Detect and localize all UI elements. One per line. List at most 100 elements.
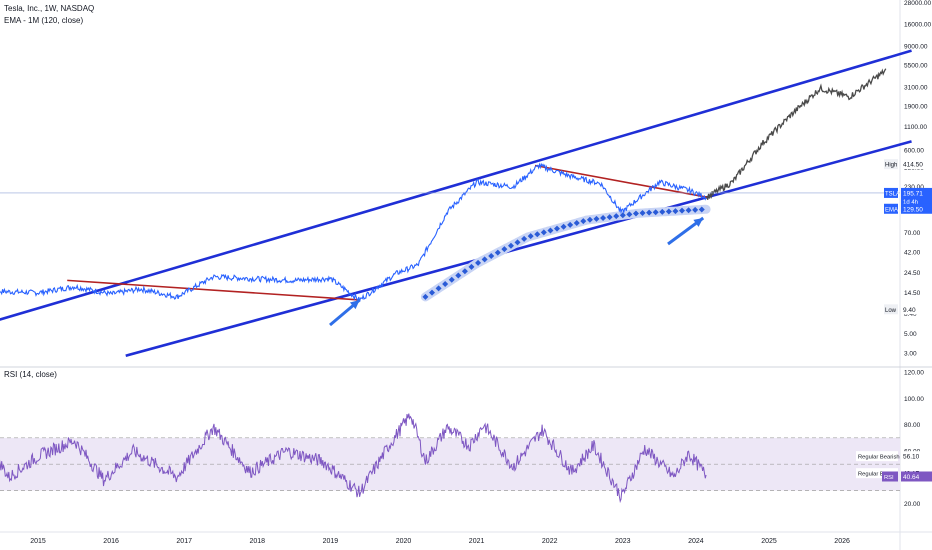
ema-marker xyxy=(507,242,514,249)
ema-marker xyxy=(429,289,436,296)
ema-marker xyxy=(573,219,580,226)
price-tick-16: 5.00 xyxy=(904,331,917,338)
ema-marker xyxy=(554,225,561,232)
price-tick-14: 14.50 xyxy=(904,290,921,297)
ema-marker xyxy=(501,246,508,253)
label-bg-low xyxy=(901,304,932,315)
ema-marker xyxy=(665,208,672,215)
price-tick-9: 230.00 xyxy=(904,184,924,191)
label-value-ema: 129.50 xyxy=(903,206,923,213)
ema-marker xyxy=(639,210,646,217)
rsi-tag-bg-regular-bearish xyxy=(856,451,898,462)
label-value-low: 9.40 xyxy=(903,307,916,314)
time-tick-2018: 2018 xyxy=(250,538,266,545)
rsi-tag-bg-regular-bullish xyxy=(856,468,898,479)
label-value-tsla: 195.71 xyxy=(903,190,923,197)
rsi-value-bg-regular-bearish xyxy=(901,451,932,462)
resistance-trendline-1 xyxy=(67,279,360,301)
ema-marker xyxy=(646,209,653,216)
label-tag-ema: EMA xyxy=(885,207,898,213)
label-tag-bg-low xyxy=(884,304,898,315)
ema-marker xyxy=(600,214,607,221)
price-tick-3: 5500.00 xyxy=(904,63,928,70)
label-sub-tsla: 1d 4h xyxy=(903,200,918,206)
rsi-value-rsi: 40.64 xyxy=(903,474,920,481)
rsi-tag-regular-bearish: Regular Bearish xyxy=(858,455,900,461)
ema-marker xyxy=(672,208,679,215)
ema-marker xyxy=(475,259,482,266)
ema-marker xyxy=(534,231,541,238)
ema-marker xyxy=(606,214,613,221)
ema-marker xyxy=(422,293,429,300)
price-tick-0: 28000.00 xyxy=(904,0,931,7)
ema-marker xyxy=(540,229,547,236)
ema-marker xyxy=(626,211,633,218)
time-tick-2016: 2016 xyxy=(103,538,119,545)
rsi-tick-2: 80.00 xyxy=(904,422,921,429)
time-tick-2020: 2020 xyxy=(396,538,412,545)
ema-marker xyxy=(613,213,620,220)
time-tick-2024: 2024 xyxy=(688,538,704,545)
rsi-value-bg-rsi xyxy=(901,471,932,482)
ema-marker xyxy=(514,239,521,246)
price-tick-13: 24.50 xyxy=(904,270,921,277)
ema-marker xyxy=(580,218,587,225)
label-tag-tsla: TSLA xyxy=(885,191,900,197)
time-tick-2023: 2023 xyxy=(615,538,631,545)
ema-marker xyxy=(560,223,567,230)
ema-marker xyxy=(632,210,639,217)
rsi-tick-0: 120.00 xyxy=(904,370,924,377)
price-tick-12: 42.00 xyxy=(904,249,921,256)
label-bg-high xyxy=(901,159,932,170)
price-tick-1: 16000.00 xyxy=(904,22,931,29)
ema-marker xyxy=(619,212,626,219)
arrow-2024-head xyxy=(693,218,704,227)
ema-marker xyxy=(586,216,593,223)
price-tick-17: 3.00 xyxy=(904,351,917,358)
label-tag-bg-tsla xyxy=(884,187,898,198)
price-tick-5: 1900.00 xyxy=(904,103,928,110)
ema-marker xyxy=(461,268,468,275)
rsi-tick-1: 100.00 xyxy=(904,396,924,403)
ema-marker xyxy=(567,221,574,228)
price-tick-4: 3100.00 xyxy=(904,85,928,92)
label-bg-ema xyxy=(901,203,932,214)
resistance-trendline-2 xyxy=(534,164,708,199)
price-series-tsla xyxy=(0,162,707,302)
time-tick-2015: 2015 xyxy=(30,538,46,545)
price-tick-6: 1100.00 xyxy=(904,124,927,131)
time-tick-2026: 2026 xyxy=(834,538,850,545)
ema-marker xyxy=(547,227,554,234)
symbol-title: Tesla, Inc., 1W, NASDAQ xyxy=(4,4,95,13)
time-tick-2017: 2017 xyxy=(176,538,192,545)
time-tick-2025: 2025 xyxy=(761,538,777,545)
rsi-tag-rsi: RSI xyxy=(884,475,894,481)
price-tick-2: 9000.00 xyxy=(904,44,928,51)
ema-marker xyxy=(494,249,501,256)
time-tick-2019: 2019 xyxy=(323,538,339,545)
price-tick-7: 600.00 xyxy=(904,147,924,154)
time-tick-2021: 2021 xyxy=(469,538,485,545)
ema-marker xyxy=(481,256,488,263)
ema-marker xyxy=(468,263,475,270)
ema-marker xyxy=(652,209,659,216)
ema-marker xyxy=(698,206,705,213)
price-tick-11: 70.00 xyxy=(904,230,921,237)
rsi-legend: RSI (14, close) xyxy=(4,370,57,379)
ema-marker xyxy=(435,285,442,292)
ema-legend: EMA - 1M (120, close) xyxy=(4,16,84,25)
label-tag-bg-high xyxy=(884,159,898,170)
ema-marker xyxy=(442,281,449,288)
label-tag-low: Low xyxy=(885,308,897,314)
rsi-tag-bg-rsi xyxy=(882,471,898,482)
channel-lower-line xyxy=(125,140,912,358)
label-bg-tsla xyxy=(901,187,932,206)
ema-marker xyxy=(455,272,462,279)
ema-marker xyxy=(527,233,534,240)
rsi-tick-5: 20.00 xyxy=(904,501,921,508)
ema-marker xyxy=(679,207,686,214)
ema-marker xyxy=(692,206,699,213)
label-value-high: 414.50 xyxy=(903,162,923,169)
ema-marker xyxy=(593,215,600,222)
